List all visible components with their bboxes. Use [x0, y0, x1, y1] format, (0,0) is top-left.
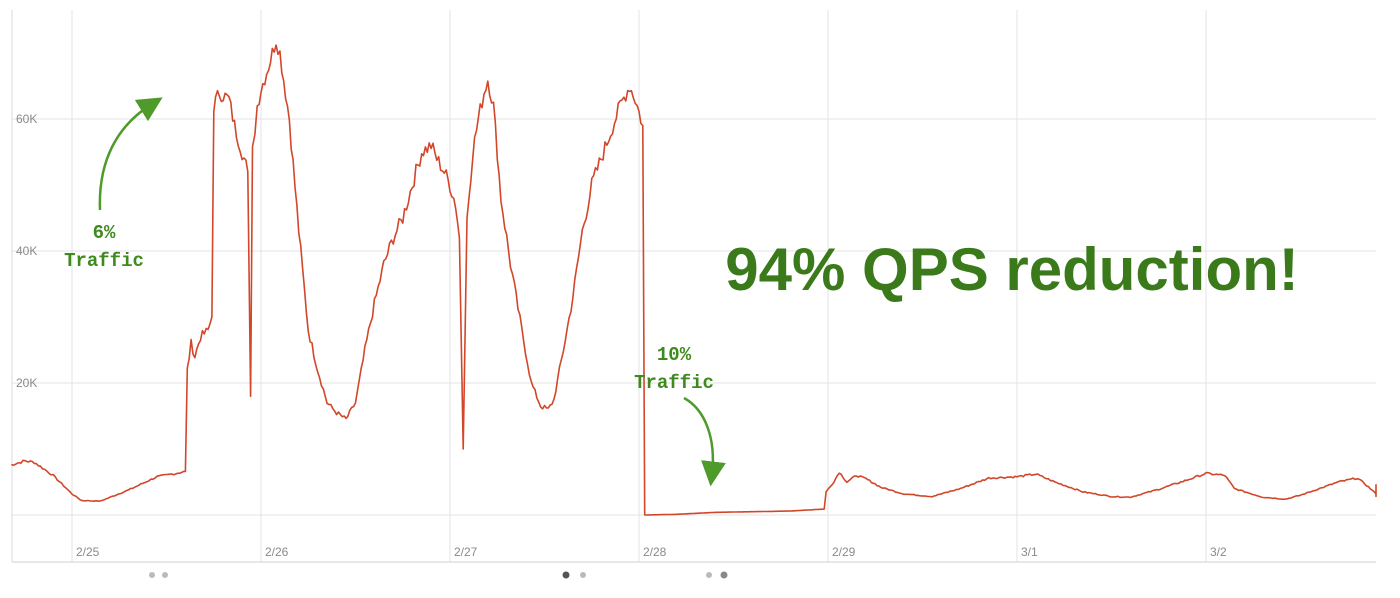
- grid: [12, 10, 1376, 562]
- callout-10pct: 10% Traffic: [634, 344, 726, 487]
- callout-6pct: 6% Traffic: [64, 97, 163, 272]
- y-tick-label: 20K: [16, 376, 37, 390]
- x-tick-label: 2/25: [76, 545, 100, 559]
- callout-10pct-line1: 10%: [657, 344, 692, 366]
- callout-10pct-line2: Traffic: [634, 372, 714, 394]
- x-tick-label: 3/2: [1210, 545, 1227, 559]
- callout-10pct-arrow: [683, 396, 726, 487]
- x-tick-label: 2/26: [265, 545, 289, 559]
- x-tick-label: 3/1: [1021, 545, 1038, 559]
- callout-6pct-arrow: [98, 97, 163, 211]
- x-tick-label: 2/28: [643, 545, 667, 559]
- callout-6pct-line1: 6%: [93, 222, 116, 244]
- y-tick-label: 40K: [16, 244, 37, 258]
- callout-6pct-line2: Traffic: [64, 250, 144, 272]
- y-axis: 20K 40K 60K: [16, 112, 37, 390]
- y-tick-label: 60K: [16, 112, 37, 126]
- x-axis: 2/25 2/26 2/27 2/28 2/29 3/1 3/2: [76, 545, 1227, 559]
- series-line-qps: [11, 44, 1377, 516]
- headline-text: 94% QPS reduction!: [725, 236, 1298, 303]
- x-tick-label: 2/27: [454, 545, 478, 559]
- timeline-handles: [149, 571, 728, 579]
- x-tick-label: 2/29: [832, 545, 856, 559]
